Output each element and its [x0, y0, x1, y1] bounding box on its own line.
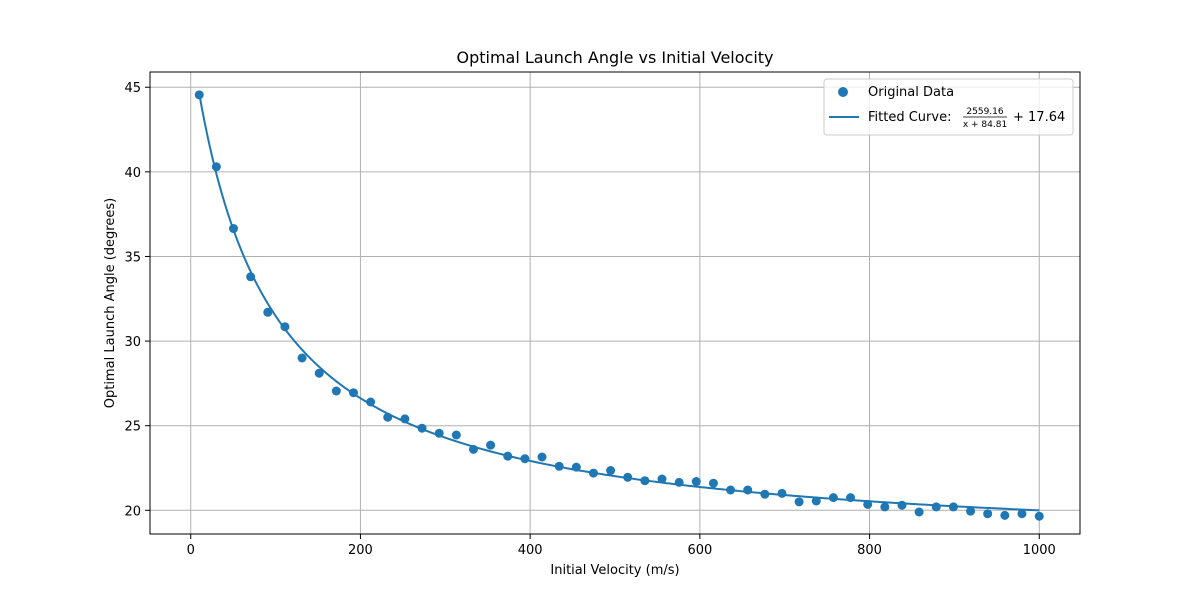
data-point-24	[606, 466, 616, 476]
data-point-30	[708, 478, 718, 488]
y-axis-label: Optimal Launch Angle (degrees)	[103, 198, 118, 408]
data-point-36	[811, 496, 821, 506]
data-point-19	[520, 454, 530, 464]
data-point-7	[314, 368, 324, 378]
data-point-31	[726, 485, 736, 495]
grid	[150, 72, 1080, 534]
legend-marker-original-data	[838, 87, 848, 97]
y-axis: 20 25 30 35 40 45	[124, 81, 150, 519]
data-point-35	[794, 497, 804, 507]
data-point-48	[1017, 509, 1027, 519]
x-tick-label-200: 200	[348, 543, 373, 558]
chart-title: Optimal Launch Angle vs Initial Velocity	[456, 48, 773, 67]
data-point-26	[640, 476, 650, 486]
data-point-5	[280, 322, 290, 332]
data-point-15	[451, 430, 461, 440]
x-tick-label-0: 0	[187, 543, 195, 558]
legend: Original Data Fitted Curve: 2559.16 x + …	[823, 78, 1074, 136]
data-point-13	[417, 423, 427, 433]
data-point-16	[468, 444, 478, 454]
data-point-6	[297, 353, 307, 363]
data-points-layer	[194, 90, 1044, 521]
data-point-18	[503, 451, 513, 461]
y-tick-label-25: 25	[124, 420, 141, 435]
data-point-37	[828, 493, 838, 503]
data-point-20	[537, 452, 547, 462]
y-tick-label-35: 35	[124, 250, 141, 265]
data-point-27	[657, 474, 667, 484]
data-point-43	[931, 502, 941, 512]
data-point-12	[400, 414, 410, 424]
data-point-47	[1000, 510, 1010, 520]
data-point-3	[246, 272, 256, 282]
data-point-33	[760, 489, 770, 499]
data-point-21	[554, 461, 564, 471]
data-point-46	[983, 509, 993, 519]
x-axis-label: Initial Velocity (m/s)	[550, 563, 679, 578]
legend-formula-numerator: 2559.16	[966, 107, 1003, 117]
data-point-14	[434, 428, 444, 438]
data-point-45	[966, 506, 976, 516]
data-point-29	[691, 477, 701, 487]
data-point-8	[331, 386, 341, 396]
data-point-42	[914, 507, 924, 517]
legend-label-fitted-curve: Fitted Curve:	[868, 110, 951, 125]
data-point-32	[743, 485, 753, 495]
data-point-1	[211, 162, 221, 172]
data-point-4	[263, 307, 273, 317]
data-point-25	[623, 472, 633, 482]
data-point-41	[897, 500, 907, 510]
y-tick-label-40: 40	[124, 166, 141, 181]
plot-area-frame	[149, 71, 1081, 535]
legend-formula-denominator: x + 84.81	[963, 120, 1007, 130]
data-point-2	[229, 224, 238, 234]
data-point-10	[366, 397, 376, 407]
data-point-44	[948, 502, 958, 512]
y-tick-label-30: 30	[124, 335, 141, 350]
data-point-23	[588, 468, 598, 478]
data-point-11	[383, 412, 393, 422]
data-point-28	[674, 477, 684, 487]
data-point-17	[486, 440, 496, 450]
y-tick-label-45: 45	[124, 81, 141, 96]
x-tick-label-1000: 1000	[1023, 543, 1056, 558]
x-axis: 0 200 400 600 800 1000	[187, 534, 1056, 558]
x-tick-label-400: 400	[518, 543, 543, 558]
data-point-40	[880, 502, 890, 512]
x-tick-label-800: 800	[857, 543, 882, 558]
data-point-9	[348, 388, 358, 398]
data-point-0	[194, 90, 204, 100]
data-point-49	[1034, 511, 1044, 521]
data-point-38	[846, 493, 856, 503]
x-tick-label-600: 600	[687, 543, 712, 558]
data-point-34	[777, 488, 787, 498]
legend-label-original-data: Original Data	[868, 85, 954, 100]
y-tick-label-20: 20	[124, 504, 141, 519]
data-point-39	[863, 499, 873, 509]
legend-box	[823, 78, 1074, 136]
data-point-22	[571, 462, 581, 472]
legend-formula-constant: + 17.64	[1013, 110, 1065, 125]
